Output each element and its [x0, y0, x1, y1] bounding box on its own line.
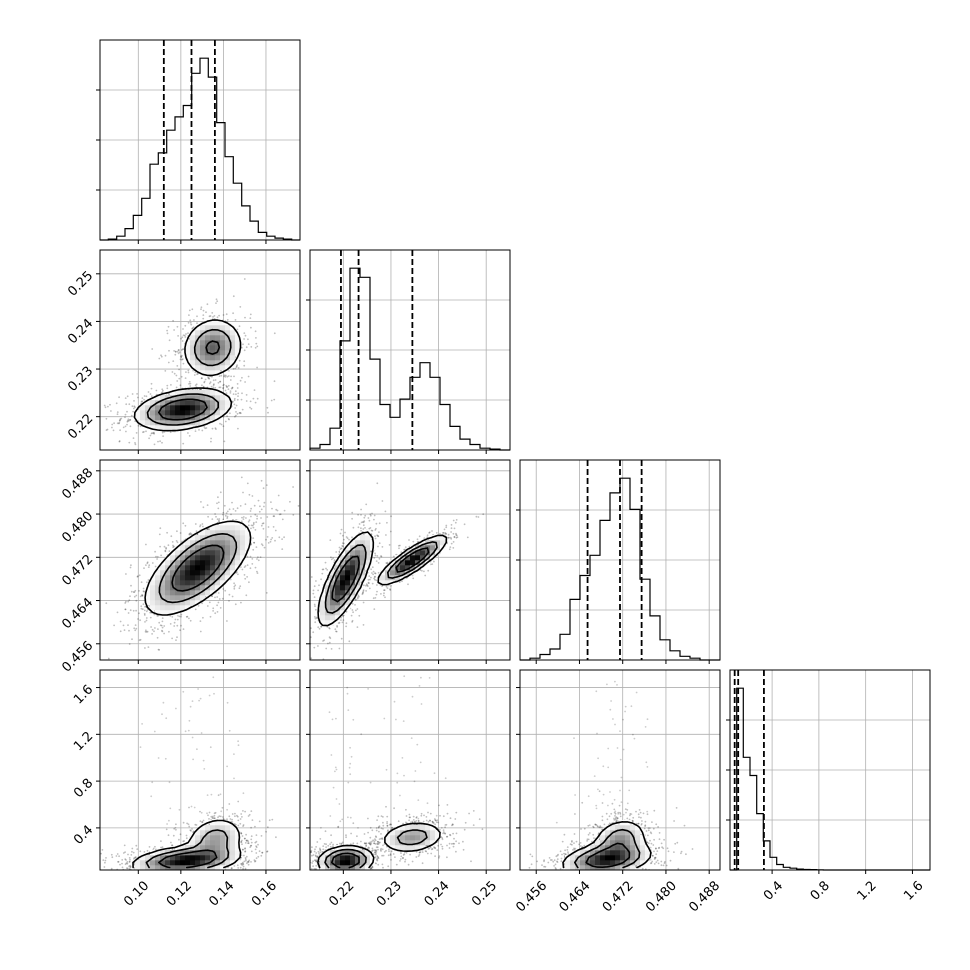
y-tick-label: 0.25 [65, 269, 96, 300]
contour-lines [144, 520, 252, 616]
histogram-0 [96, 39, 301, 241]
density-shading [135, 820, 241, 870]
histogram-3 [726, 669, 931, 871]
panel-frame [99, 249, 301, 451]
x-tick-label: 0.456 [513, 878, 550, 915]
panel-0-1 [99, 249, 301, 451]
histogram-steps [730, 687, 930, 871]
contour-lines [317, 531, 448, 627]
x-tick-label: 1.6 [901, 878, 926, 903]
histogram-steps [309, 267, 510, 451]
panel-frame [309, 249, 511, 451]
density-shading [565, 820, 651, 870]
panel-frame [99, 459, 301, 661]
panel-frame [309, 669, 511, 871]
histogram-2 [516, 459, 721, 661]
x-tick-label: 0.480 [643, 878, 680, 915]
density-shading [320, 530, 446, 626]
x-tick-label: 0.8 [808, 878, 833, 903]
y-tick-label: 0.464 [59, 595, 96, 632]
x-tick-label: 0.16 [249, 878, 280, 909]
y-tick-label: 0.488 [59, 466, 96, 503]
x-tick-label: 0.14 [206, 878, 237, 909]
x-tick-label: 0.4 [761, 878, 786, 903]
panel-0-3 [99, 669, 301, 871]
panel-2-3 [519, 669, 721, 871]
panel-frame [309, 459, 511, 661]
x-tick-label: 0.22 [326, 878, 357, 909]
panel-frame [99, 669, 301, 871]
density-shading [135, 320, 241, 431]
y-tick-label: 0.4 [71, 823, 96, 848]
contour-lines [562, 821, 652, 869]
contour-lines [132, 819, 242, 869]
x-tick-label: 1.2 [854, 878, 879, 903]
y-tick-label: 0.472 [59, 552, 96, 589]
x-tick-label: 0.464 [557, 878, 594, 915]
x-tick-label: 0.25 [469, 878, 500, 909]
x-tick-label: 0.12 [164, 878, 195, 909]
y-tick-label: 0.480 [59, 509, 96, 546]
y-tick-label: 0.24 [65, 316, 96, 347]
x-tick-label: 0.23 [374, 878, 405, 909]
y-tick-label: 1.2 [71, 729, 96, 754]
y-tick-label: 0.23 [65, 364, 96, 395]
x-tick-label: 0.488 [686, 878, 723, 915]
panel-1-2 [309, 459, 511, 661]
x-tick-label: 0.472 [600, 878, 637, 915]
contour-lines [133, 319, 242, 432]
y-tick-label: 0.22 [65, 411, 96, 442]
y-tick-label: 0.8 [71, 776, 96, 801]
y-tick-label: 1.6 [71, 682, 96, 707]
panel-frame [519, 669, 721, 871]
histogram-1 [306, 249, 511, 451]
x-tick-label: 0.10 [121, 878, 152, 909]
x-tick-label: 0.24 [422, 878, 453, 909]
panel-frame [99, 39, 301, 241]
panel-0-2 [99, 459, 301, 661]
contour-lines [317, 822, 441, 869]
panel-frame [729, 669, 931, 871]
y-tick-label: 0.456 [59, 638, 96, 675]
panel-frame [519, 459, 721, 661]
histogram-steps [100, 57, 300, 241]
panel-1-3 [309, 669, 511, 871]
